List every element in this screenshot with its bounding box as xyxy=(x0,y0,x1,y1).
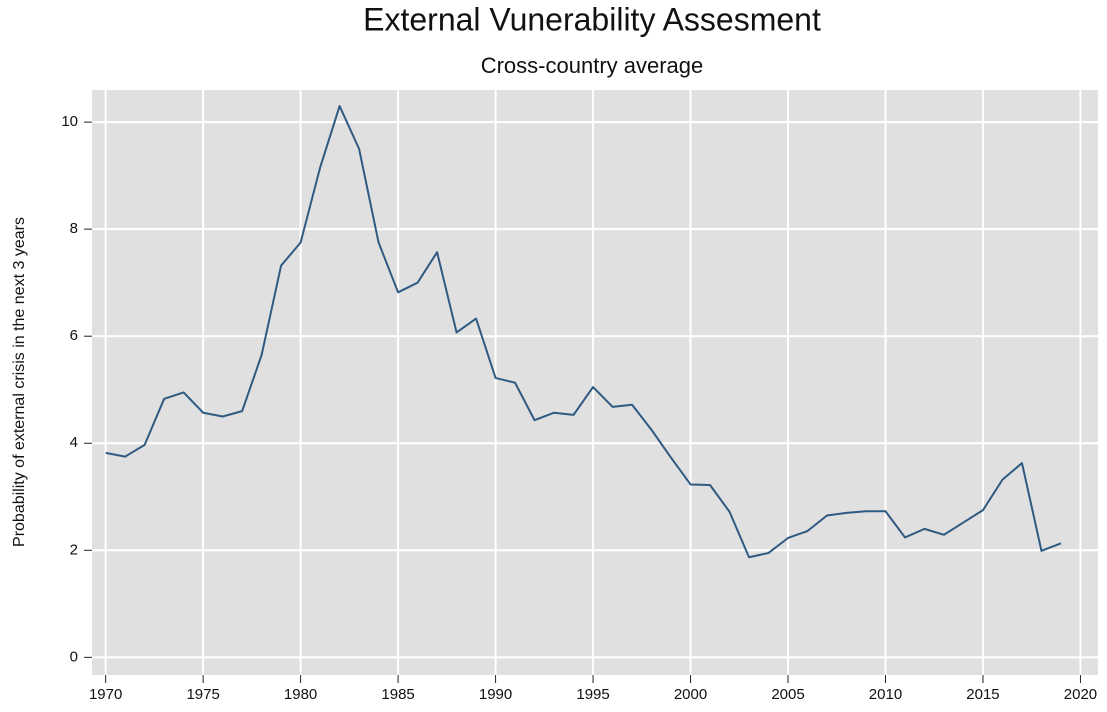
y-tick-label: 0 xyxy=(70,648,78,665)
x-tick-label: 2020 xyxy=(1064,686,1097,703)
y-axis-label: Probability of external crisis in the ne… xyxy=(11,217,28,547)
y-tick-label: 8 xyxy=(70,220,78,237)
y-tick-label: 6 xyxy=(70,327,78,344)
x-tick-label: 1970 xyxy=(89,686,122,703)
chart-title: External Vunerability Assesment xyxy=(363,1,821,37)
x-tick-label: 1995 xyxy=(576,686,609,703)
x-tick-label: 2010 xyxy=(869,686,902,703)
y-tick-label: 2 xyxy=(70,541,78,558)
y-tick-label: 10 xyxy=(61,113,78,130)
chart-subtitle: Cross-country average xyxy=(481,53,704,78)
x-tick-label: 1985 xyxy=(381,686,414,703)
x-tick-label: 1975 xyxy=(186,686,219,703)
plot-background xyxy=(92,90,1098,675)
y-tick-label: 4 xyxy=(70,434,78,451)
x-tick-label: 1990 xyxy=(479,686,512,703)
x-tick-label: 1980 xyxy=(284,686,317,703)
x-tick-label: 2005 xyxy=(771,686,804,703)
data-line xyxy=(105,105,1062,559)
x-tick-label: 2000 xyxy=(674,686,707,703)
x-tick-label: 2015 xyxy=(966,686,999,703)
